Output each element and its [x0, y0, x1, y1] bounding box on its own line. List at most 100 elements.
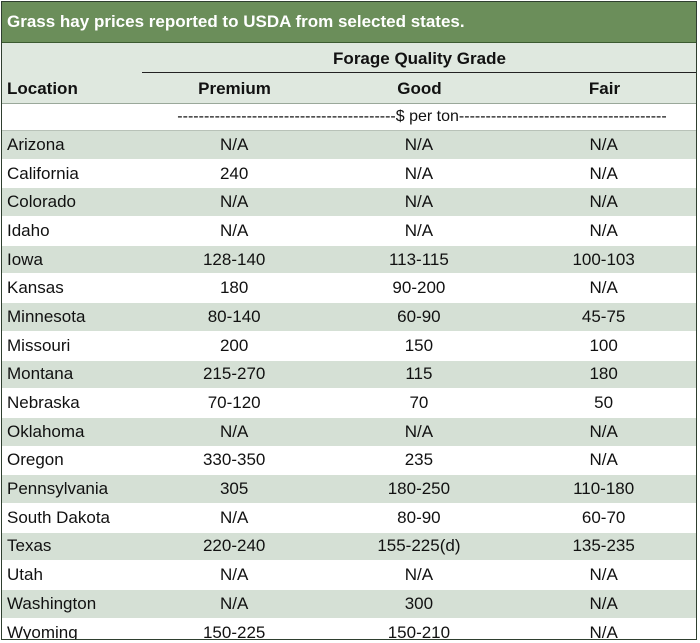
good-cell: 80-90	[397, 507, 441, 527]
location-cell: Arizona	[7, 134, 65, 154]
fair-cell: N/A	[589, 593, 618, 613]
good-cell: N/A	[404, 163, 434, 183]
location-cell: Idaho	[7, 220, 50, 240]
good-cell: N/A	[404, 220, 434, 240]
table-row: Iowa 128-140 113-115 100-103	[2, 245, 696, 275]
header-fair: Fair	[588, 79, 621, 98]
good-cell: 155-225(d)	[377, 536, 461, 556]
good-cell: 150	[404, 335, 434, 355]
premium-cell: 200	[219, 335, 249, 355]
table-header: Location Forage Quality Grade Premium Go…	[2, 43, 696, 104]
fair-cell: N/A	[589, 421, 618, 441]
good-cell: N/A	[404, 192, 434, 212]
good-cell: 70	[409, 393, 429, 413]
table-row: Idaho N/A N/A N/A	[2, 217, 696, 246]
good-cell: 115	[405, 364, 433, 384]
location-cell: Kansas	[7, 278, 64, 298]
location-cell: Oregon	[7, 450, 64, 470]
fair-cell: N/A	[589, 622, 618, 640]
premium-cell: N/A	[219, 220, 249, 240]
good-cell: 235	[404, 450, 434, 470]
table-row: Minnesota 80-140 60-90 45-75	[2, 303, 696, 332]
good-cell: N/A	[404, 134, 434, 154]
fair-cell: N/A	[589, 565, 618, 585]
location-cell: Nebraska	[7, 393, 80, 413]
premium-cell: 305	[219, 479, 249, 499]
fair-cell: N/A	[589, 220, 618, 240]
premium-cell: 215-270	[202, 364, 266, 384]
fair-cell: N/A	[589, 192, 618, 212]
table-row: Kansas 180 90-200 N/A	[2, 274, 696, 304]
header-premium: Premium	[198, 79, 271, 98]
fair-cell: N/A	[589, 278, 618, 298]
good-cell: N/A	[404, 565, 434, 585]
fair-cell: N/A	[589, 450, 618, 470]
premium-cell: N/A	[219, 593, 249, 613]
good-cell: 60-90	[397, 306, 441, 326]
location-cell: Utah	[7, 565, 43, 585]
premium-cell: 80-140	[207, 306, 261, 326]
location-cell: California	[7, 163, 79, 183]
good-cell: N/A	[404, 421, 434, 441]
table-row: Pennsylvania 305 180-250 110-180	[2, 475, 696, 504]
fair-cell: 110-180	[573, 479, 635, 499]
location-cell: Missouri	[7, 335, 71, 355]
header-group-label: Forage Quality Grade	[333, 49, 506, 68]
fair-cell: 45-75	[581, 306, 626, 326]
table-row: Arizona N/A N/A N/A	[2, 131, 696, 160]
good-cell: 180-250	[387, 479, 451, 499]
location-cell: Wyoming	[7, 622, 78, 640]
premium-cell: 70-120	[207, 393, 261, 413]
premium-cell: N/A	[219, 507, 249, 527]
table-body: Arizona N/A N/A N/A California 240 N/A N/A Color…	[2, 131, 696, 640]
fair-cell: 100	[589, 335, 618, 355]
table-row: Texas 220-240 155-225(d) 135-235	[2, 532, 696, 562]
premium-cell: N/A	[219, 134, 249, 154]
good-cell: 113-115	[388, 249, 449, 269]
location-cell: Minnesota	[7, 306, 86, 326]
table-row: Wyoming 150-225 150-210 N/A	[2, 618, 696, 640]
header-good: Good	[397, 79, 442, 98]
premium-cell: 128-140	[202, 249, 266, 269]
table-row: California 240 N/A N/A	[2, 159, 696, 189]
premium-cell: 220-240	[202, 536, 266, 556]
header-location: Location	[7, 79, 78, 98]
premium-cell: N/A	[219, 192, 249, 212]
table-row: Missouri 200 150 100	[2, 331, 696, 361]
fair-cell: 100-103	[572, 249, 635, 269]
table-row: Utah N/A N/A N/A	[2, 561, 696, 590]
premium-cell: 240	[219, 163, 249, 183]
good-cell: 300	[404, 593, 434, 613]
premium-cell: 180	[219, 278, 249, 298]
table-row: South Dakota N/A 80-90 60-70	[2, 503, 696, 533]
fair-cell: 180	[589, 364, 618, 384]
fair-cell: 60-70	[581, 507, 626, 527]
table-row: Colorado N/A N/A N/A	[2, 188, 696, 218]
table-row: Montana 215-270 115 180	[2, 360, 696, 390]
location-cell: Oklahoma	[7, 421, 85, 441]
premium-cell: 150-225	[202, 622, 266, 640]
table-title: Grass hay prices reported to USDA from s…	[2, 2, 696, 43]
units-label: ----------------------------------------…	[177, 108, 667, 125]
header-group-divider	[142, 72, 696, 73]
table-row: Oklahoma N/A N/A N/A	[2, 417, 696, 447]
location-cell: South Dakota	[7, 507, 111, 527]
location-cell: Texas	[7, 536, 52, 556]
location-cell: Montana	[7, 364, 74, 384]
location-cell: Iowa	[7, 249, 43, 269]
premium-cell: N/A	[219, 421, 249, 441]
location-cell: Pennsylvania	[7, 479, 109, 499]
good-cell: 90-200	[392, 278, 446, 298]
fair-cell: 135-235	[572, 536, 635, 556]
premium-cell: N/A	[219, 565, 249, 585]
location-cell: Washington	[7, 593, 97, 613]
premium-cell: 330-350	[202, 450, 266, 470]
fair-cell: N/A	[589, 163, 618, 183]
good-cell: 150-210	[387, 622, 451, 640]
fair-cell: N/A	[589, 134, 618, 154]
table-row: Nebraska 70-120 70 50	[2, 389, 696, 418]
table-row: Washington N/A 300 N/A	[2, 590, 696, 619]
table-row: Oregon 330-350 235 N/A	[2, 446, 696, 476]
fair-cell: 50	[594, 393, 614, 413]
